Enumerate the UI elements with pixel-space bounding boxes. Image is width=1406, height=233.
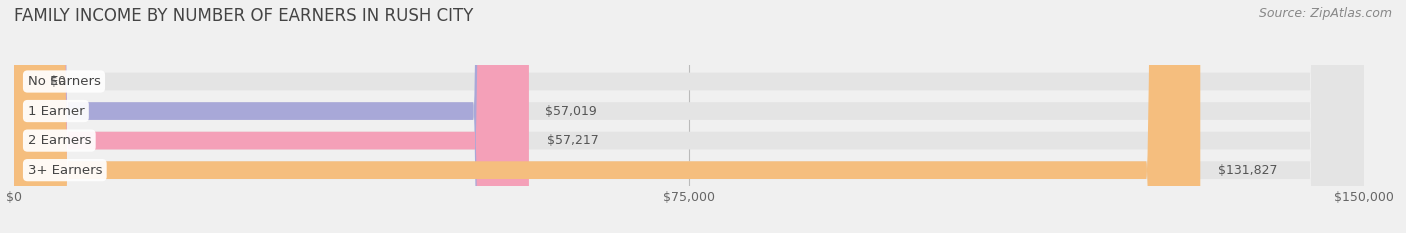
Text: $57,217: $57,217 bbox=[547, 134, 599, 147]
Text: 1 Earner: 1 Earner bbox=[28, 105, 84, 117]
Text: $57,019: $57,019 bbox=[546, 105, 598, 117]
Text: $0: $0 bbox=[51, 75, 66, 88]
Text: No Earners: No Earners bbox=[28, 75, 100, 88]
Text: 2 Earners: 2 Earners bbox=[28, 134, 91, 147]
FancyBboxPatch shape bbox=[14, 0, 529, 233]
Text: Source: ZipAtlas.com: Source: ZipAtlas.com bbox=[1258, 7, 1392, 20]
FancyBboxPatch shape bbox=[14, 0, 1364, 233]
Text: $131,827: $131,827 bbox=[1218, 164, 1278, 177]
FancyBboxPatch shape bbox=[14, 0, 1364, 233]
Text: FAMILY INCOME BY NUMBER OF EARNERS IN RUSH CITY: FAMILY INCOME BY NUMBER OF EARNERS IN RU… bbox=[14, 7, 474, 25]
FancyBboxPatch shape bbox=[14, 0, 527, 233]
Text: 3+ Earners: 3+ Earners bbox=[28, 164, 103, 177]
FancyBboxPatch shape bbox=[14, 0, 1364, 233]
FancyBboxPatch shape bbox=[14, 0, 1364, 233]
FancyBboxPatch shape bbox=[14, 0, 1201, 233]
